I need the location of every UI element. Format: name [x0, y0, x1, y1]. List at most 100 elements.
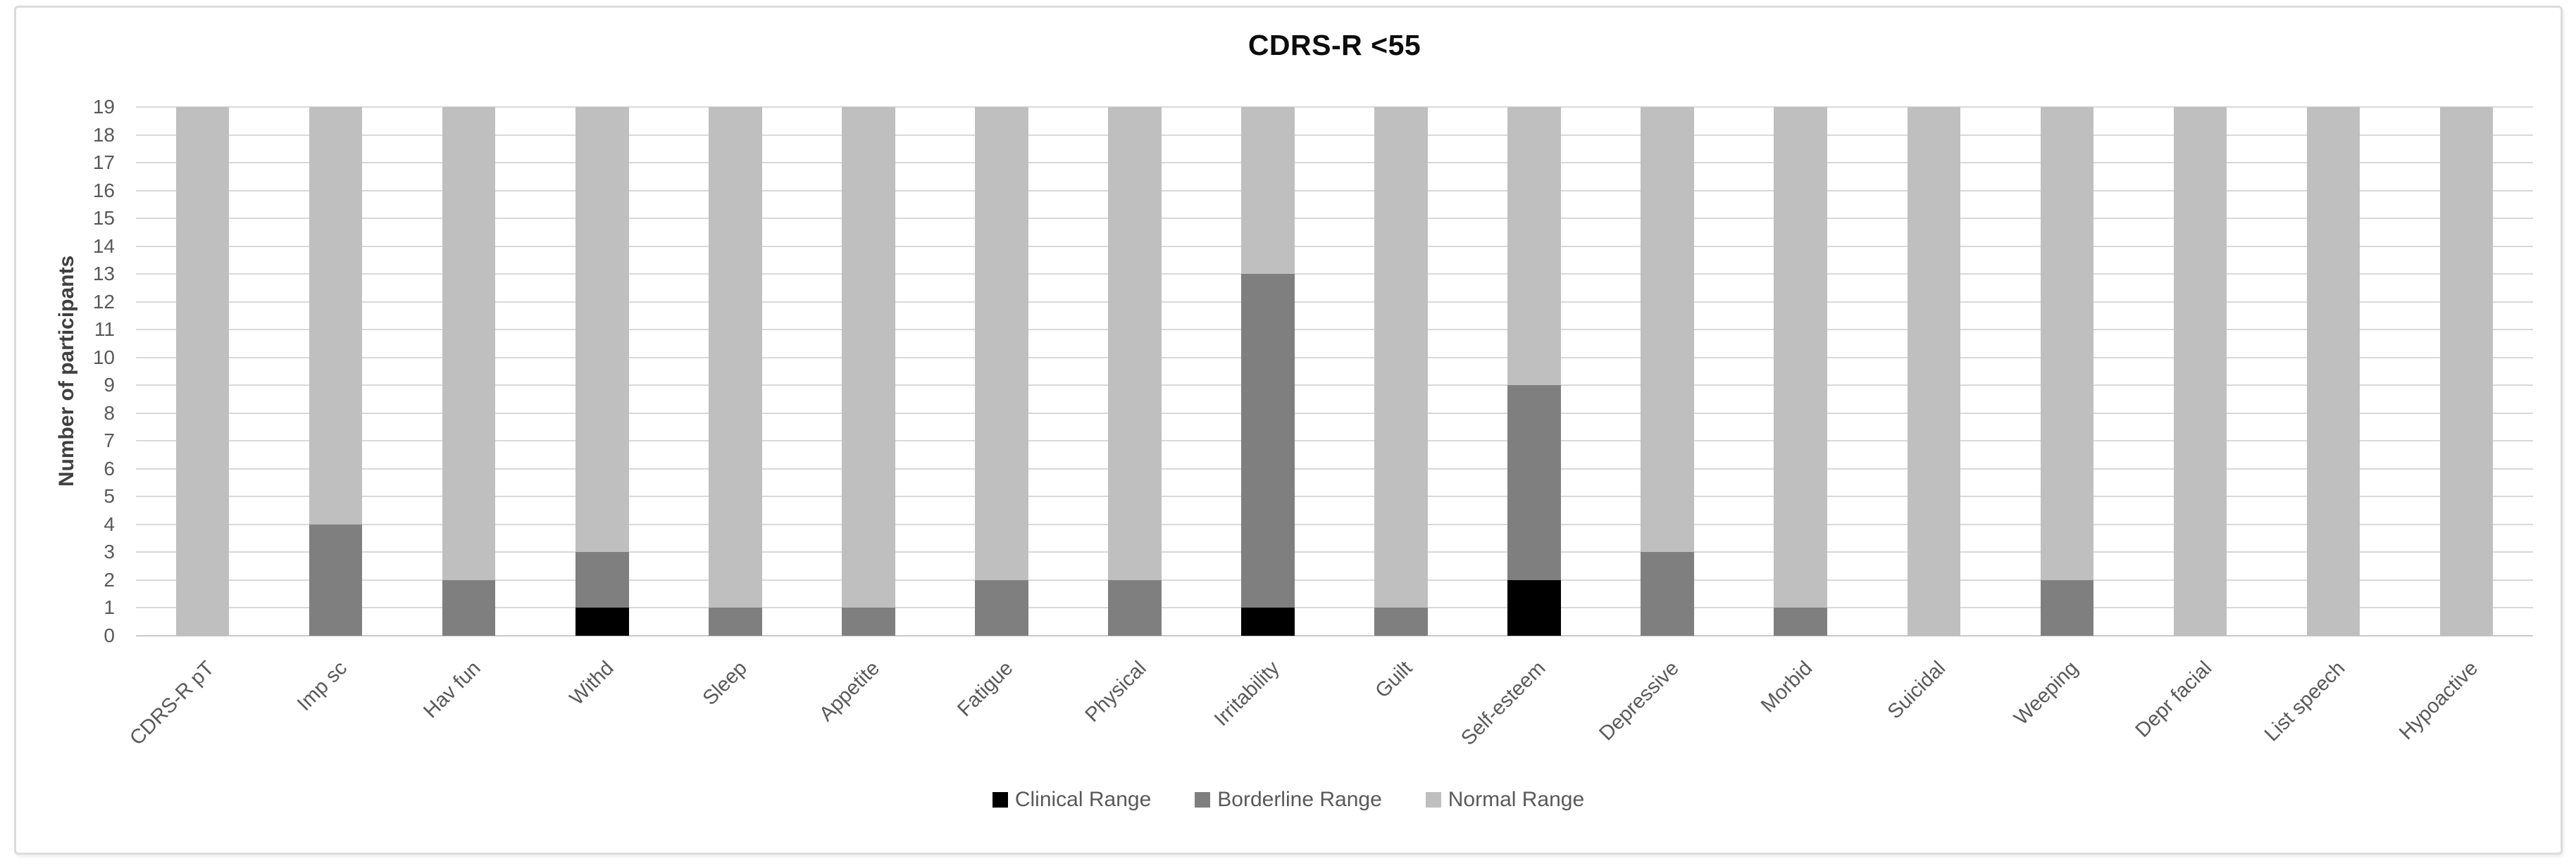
x-axis-labels: CDRS-R pT Imp sc Hav fun Withd Sleep Appetite… [125, 641, 2533, 782]
x-axis-label: Hav fun [418, 657, 485, 723]
bar-segment [1374, 107, 1428, 608]
bar-segment [975, 579, 1028, 636]
bar-slot [269, 107, 402, 636]
y-tick-label: 12 [92, 290, 115, 313]
stacked-bar [1774, 107, 1828, 636]
bar-slot [1601, 107, 1734, 636]
bar-segment [309, 524, 363, 636]
legend-swatch [1425, 792, 1441, 808]
bar-segment [2306, 107, 2360, 636]
gridline [136, 162, 2533, 164]
x-axis-label: Irritability [1209, 657, 1284, 731]
gridline [136, 635, 2533, 636]
bar-segment [1641, 107, 1695, 553]
bar-segment [975, 107, 1028, 580]
chart-title: CDRS-R <55 [1247, 29, 1421, 61]
stacked-bar [1507, 107, 1561, 636]
x-axis-label: Physical [1081, 657, 1151, 727]
x-axis-label: Hypoactive [2395, 657, 2483, 745]
bar-segment [1241, 608, 1295, 636]
y-tick-label: 10 [92, 346, 115, 368]
gridline [136, 301, 2533, 303]
stacked-bar [975, 107, 1028, 636]
legend: Clinical Range Borderline Range Normal Ran… [16, 788, 2561, 812]
x-axis-label: Sleep [698, 657, 752, 710]
bar-segment [842, 608, 895, 636]
gridline [136, 356, 2533, 358]
gridline [136, 579, 2533, 581]
bar-segment [2040, 107, 2094, 580]
legend-swatch [1195, 792, 1211, 808]
x-axis-label: CDRS-R pT [125, 657, 219, 750]
y-tick-label: 3 [104, 541, 115, 563]
y-tick-label: 2 [104, 568, 115, 591]
gridline [136, 384, 2533, 387]
stacked-bar [1241, 107, 1295, 636]
stacked-bar [2040, 107, 2094, 636]
stacked-bar [2306, 107, 2360, 636]
legend-item: Borderline Range [1195, 788, 1382, 812]
gridline [136, 218, 2533, 220]
bar-slot [802, 107, 935, 636]
y-tick-label: 13 [92, 263, 115, 285]
legend-label: Clinical Range [1014, 788, 1152, 811]
y-tick-label: 4 [104, 513, 115, 535]
bar-segment [1108, 107, 1162, 580]
bar-segment [1241, 274, 1295, 608]
bar-slot [402, 107, 535, 636]
bar-segment [442, 579, 496, 636]
y-tick-label: 17 [92, 151, 115, 174]
bar-slot [2400, 107, 2533, 636]
x-axis-label: Fatigue [953, 657, 1018, 722]
bar-slot [1468, 107, 1601, 636]
y-tick-label: 9 [104, 374, 115, 396]
bar-slot [136, 107, 269, 636]
x-axis-label: Withd [565, 657, 618, 710]
bar-slot [1335, 107, 1468, 636]
x-axis-label: Imp sc [293, 657, 352, 716]
bar-segment [575, 608, 629, 636]
bars-layer [136, 107, 2533, 636]
bar-segment [708, 107, 762, 608]
gridline [136, 607, 2533, 609]
y-tick-label: 16 [92, 179, 115, 201]
bar-segment [842, 107, 895, 608]
bar-segment [708, 608, 762, 636]
stacked-bar [1641, 107, 1695, 636]
bar-segment [1507, 579, 1561, 636]
y-tick-label: 6 [104, 457, 115, 479]
x-axis-label: Guilt [1371, 657, 1417, 703]
bar-segment [1907, 107, 1961, 636]
legend-swatch [992, 792, 1008, 808]
stacked-bar [2173, 107, 2227, 636]
bar-segment [309, 107, 363, 525]
x-axis-label: Depr facial [2131, 657, 2216, 742]
bar-slot [935, 107, 1068, 636]
y-tick-label: 14 [92, 234, 115, 257]
bar-slot [1068, 107, 1201, 636]
bar-segment [1774, 107, 1828, 608]
x-axis-label: Weeping [2010, 657, 2083, 730]
bar-segment [1108, 579, 1162, 636]
stacked-bar [1108, 107, 1162, 636]
y-tick-label: 0 [104, 625, 115, 646]
y-tick-label: 19 [92, 96, 115, 118]
bar-segment [2439, 107, 2494, 636]
bar-slot [1734, 107, 1867, 636]
bar-segment [1241, 107, 1295, 275]
bar-slot [2134, 107, 2267, 636]
bar-slot [1867, 107, 2001, 636]
bar-segment [175, 107, 230, 636]
y-tick-label: 11 [94, 318, 115, 341]
plot-area [136, 106, 2533, 636]
bar-segment [1507, 107, 1561, 386]
y-tick-label: 5 [104, 485, 115, 508]
gridline [136, 412, 2533, 414]
bar-segment [2173, 107, 2227, 636]
x-axis-label: Morbid [1756, 657, 1817, 717]
gridline [136, 134, 2533, 136]
gridline [136, 273, 2533, 275]
y-tick-label: 15 [92, 207, 115, 230]
gridline [136, 440, 2533, 442]
